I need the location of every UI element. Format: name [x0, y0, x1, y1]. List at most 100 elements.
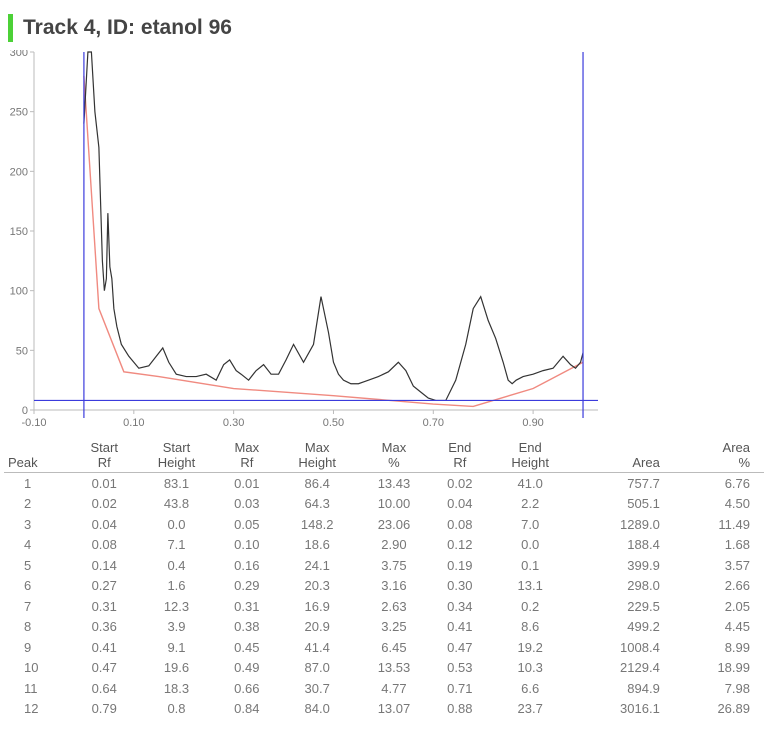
peak-cell: 87.0: [304, 660, 330, 676]
peak-cell: 0.71: [447, 680, 473, 696]
peak-cell: 3.57: [724, 557, 750, 573]
peak-cell: 12: [24, 701, 39, 717]
peak-cell: 2: [24, 496, 32, 512]
peak-cell: 0.29: [234, 578, 260, 594]
peak-cell: 0.27: [91, 578, 117, 594]
peak-cell: 229.5: [627, 598, 660, 614]
peak-cell: 4.45: [724, 619, 750, 635]
x-tick-label: 0.70: [423, 417, 444, 429]
peak-row: 4 0.08 7.1 0.10 18.6 2.90 0.12 0.0 188.4 1.68: [4, 535, 764, 556]
peak-cell: 43.8: [163, 496, 190, 512]
peak-cell: 18.6: [304, 537, 330, 553]
y-tick-label: 200: [10, 166, 28, 178]
peak-row: 3 0.04 0.0 0.05 148.2 23.06 0.08 7.0 1289.0 11.49: [4, 514, 764, 535]
peak-cell: 0.31: [234, 598, 260, 614]
peak-cell: 2.05: [724, 598, 750, 614]
peak-cell: 19.2: [517, 639, 543, 655]
x-tick-label: 0.90: [522, 417, 543, 429]
peak-cell: 0.41: [447, 619, 473, 635]
chart-title: Track 4, ID: etanol 96: [23, 16, 232, 39]
peak-cell: 3.9: [167, 619, 186, 635]
peak-row: 9 0.41 9.1 0.45 41.4 6.45 0.47 19.2 1008.4 8.99: [4, 637, 764, 658]
density-trace-series: [83, 51, 584, 402]
col-end-rf: End Rf: [430, 440, 490, 473]
peak-cell: 1.68: [724, 537, 750, 553]
peak-cell: 2129.4: [620, 660, 660, 676]
peak-cell: 0.19: [447, 557, 473, 573]
peak-cell: 298.0: [627, 578, 660, 594]
peak-cell: 0.47: [91, 660, 117, 676]
peak-cell: 6.6: [521, 680, 540, 696]
peak-cell: 0.64: [91, 680, 117, 696]
densitogram-chart: -0.10 0.10 0.30 0.50 0.70 0.90 0 50 100 150 200 250…: [10, 50, 598, 429]
peak-cell: 0.47: [447, 639, 473, 655]
axis-ticks: [30, 51, 534, 414]
y-tick-label: 150: [10, 226, 28, 238]
peak-row: 1 0.01 83.1 0.01 86.4 13.43 0.02 41.0 757.7 6.76: [4, 473, 764, 494]
peak-cell: 0.0: [521, 537, 540, 553]
peak-cell: 13.07: [377, 701, 411, 717]
peak-cell: 20.3: [304, 578, 330, 594]
peak-cell: 0.08: [447, 516, 473, 532]
peak-cell: 12.3: [163, 598, 190, 614]
peak-cell: 0.16: [234, 557, 260, 573]
col-start-rf: Start Rf: [72, 440, 136, 473]
peak-cell: 18.3: [163, 680, 190, 696]
peak-cell: 0.4: [167, 557, 186, 573]
peak-cell: 0.49: [234, 660, 260, 676]
peak-cell: 0.2: [521, 598, 540, 614]
peak-row: 6 0.27 1.6 0.29 20.3 3.16 0.30 13.1 298.0 2.66: [4, 576, 764, 597]
col-max-height: Max Height: [276, 440, 358, 473]
peak-cell: 0.0: [167, 516, 186, 532]
peak-cell: 0.01: [91, 475, 117, 491]
peak-cell: 10.3: [517, 660, 543, 676]
peak-cell: 9.1: [167, 639, 186, 655]
peak-cell: 30.7: [304, 680, 330, 696]
peak-table-header: Peak Start Rf Start Height Max Rf Max Height…: [4, 440, 764, 473]
col-area-pct: Area%: [673, 440, 764, 473]
peak-cell: 757.7: [627, 475, 660, 491]
peak-cell: 4: [24, 537, 32, 553]
peak-table-body: 1 0.01 83.1 0.01 86.4 13.43 0.02 41.0 757.7 6.76 2…: [4, 473, 764, 720]
peak-cell: 8.6: [521, 619, 540, 635]
peak-cell: 2.90: [381, 537, 407, 553]
peak-cell: 0.79: [91, 701, 117, 717]
peak-cell: 1289.0: [620, 516, 660, 532]
peak-cell: 24.1: [304, 557, 330, 573]
peak-cell: 4.50: [724, 496, 750, 512]
col-area: Area: [570, 440, 674, 473]
peak-cell: 0.53: [447, 660, 473, 676]
peak-cell: 8: [24, 619, 32, 635]
peak-cell: 0.01: [234, 475, 260, 491]
peak-row: 7 0.31 12.3 0.31 16.9 2.63 0.34 0.2 229.5 2.05: [4, 596, 764, 617]
peak-cell: 41.4: [304, 639, 330, 655]
tick-labels: -0.10 0.10 0.30 0.50 0.70 0.90 0 50 100 150 200 250…: [10, 50, 544, 429]
peak-cell: 0.08: [91, 537, 117, 553]
y-tick-label: 250: [10, 107, 28, 119]
x-tick-label: 0.50: [323, 417, 344, 429]
peak-row: 11 0.64 18.3 0.66 30.7 4.77 0.71 6.6 894.9 7.98: [4, 678, 764, 699]
peak-cell: 0.02: [447, 475, 473, 491]
peak-cell: 3: [24, 516, 32, 532]
peak-cell: 0.66: [234, 680, 260, 696]
peak-cell: 0.1: [521, 557, 540, 573]
col-start-height: Start Height: [135, 440, 218, 473]
x-tick-label: -0.10: [21, 417, 46, 429]
peak-cell: 0.41: [91, 639, 117, 655]
col-max-pct: Max%: [357, 440, 431, 473]
peak-cell: 0.10: [234, 537, 260, 553]
peak-cell: 20.9: [304, 619, 330, 635]
peak-cell: 16.9: [304, 598, 330, 614]
peak-cell: 64.3: [304, 496, 330, 512]
peak-cell: 0.30: [447, 578, 473, 594]
peak-cell: 0.14: [91, 557, 117, 573]
y-tick-label: 300: [10, 50, 28, 59]
peak-row: 12 0.79 0.8 0.84 84.0 13.07 0.88 23.7 3016.1 26.8…: [4, 699, 764, 720]
peak-cell: 13.1: [517, 578, 543, 594]
peak-cell: 10: [24, 660, 39, 676]
peak-cell: 0.36: [91, 619, 117, 635]
peak-row: 5 0.14 0.4 0.16 24.1 3.75 0.19 0.1 399.9 3.57: [4, 555, 764, 576]
peak-cell: 6: [24, 578, 32, 594]
peak-cell: 0.34: [447, 598, 473, 614]
x-tick-label: 0.30: [223, 417, 244, 429]
